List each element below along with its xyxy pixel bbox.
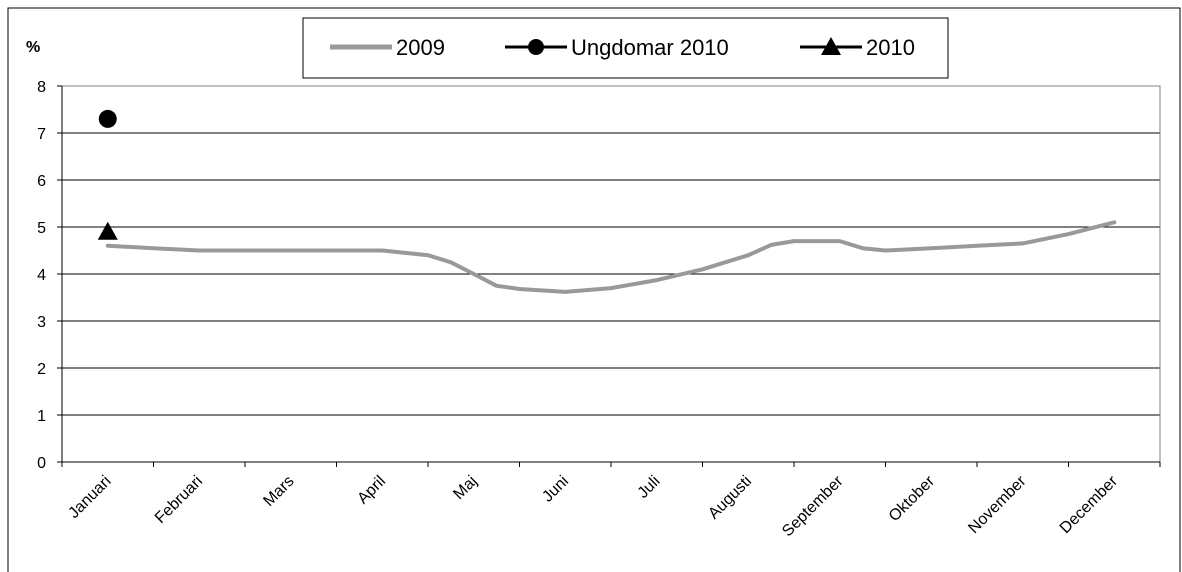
y-tick-label: 4 [37, 267, 46, 284]
legend-entry-1: Ungdomar 2010 [505, 35, 729, 60]
y-axis: 0 1 2 3 4 5 6 7 8 [37, 79, 63, 472]
data-point-triangle [97, 221, 118, 240]
series-layer [97, 109, 1117, 294]
legend: 2009 Ungdomar 2010 2010 [302, 17, 949, 79]
y-axis-unit-label: % [26, 39, 40, 56]
legend-label: 2009 [396, 35, 445, 60]
legend-entry-2: 2010 [800, 35, 915, 60]
legend-label: Ungdomar 2010 [571, 35, 729, 60]
series-line-0 [105, 220, 1117, 294]
y-tick-label: 8 [37, 79, 46, 96]
y-tick-label: 7 [37, 126, 46, 143]
legend-label: 2010 [866, 35, 915, 60]
y-tick-label: 0 [37, 455, 46, 472]
legend-marker-triangle [821, 37, 841, 55]
data-point-circle [98, 109, 117, 128]
y-tick-label: 2 [37, 361, 46, 378]
legend-marker-circle [528, 39, 544, 55]
y-tick-label: 6 [37, 173, 46, 190]
y-tick-label: 5 [37, 220, 46, 237]
legend-entry-0: 2009 [330, 35, 445, 60]
y-tick-label: 3 [37, 314, 46, 331]
y-tick-label: 1 [37, 408, 46, 425]
